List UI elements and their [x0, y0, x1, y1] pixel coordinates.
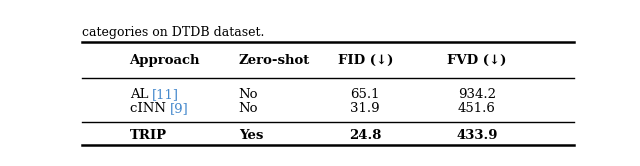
Text: 451.6: 451.6 [458, 102, 496, 115]
Text: No: No [239, 88, 258, 101]
Text: 65.1: 65.1 [351, 88, 380, 101]
Text: [11]: [11] [152, 88, 179, 101]
Text: AL: AL [129, 88, 152, 101]
Text: TRIP: TRIP [129, 129, 167, 142]
Text: 31.9: 31.9 [350, 102, 380, 115]
Text: No: No [239, 102, 258, 115]
Text: 433.9: 433.9 [456, 129, 497, 142]
Text: 24.8: 24.8 [349, 129, 381, 142]
Text: FID (↓): FID (↓) [337, 54, 393, 67]
Text: Yes: Yes [239, 129, 263, 142]
Text: FVD (↓): FVD (↓) [447, 54, 506, 67]
Text: categories on DTDB dataset.: categories on DTDB dataset. [83, 26, 265, 39]
Text: Approach: Approach [129, 54, 200, 67]
Text: cINN: cINN [129, 102, 170, 115]
Text: Zero-shot: Zero-shot [239, 54, 310, 67]
Text: [9]: [9] [170, 102, 189, 115]
Text: 934.2: 934.2 [458, 88, 496, 101]
